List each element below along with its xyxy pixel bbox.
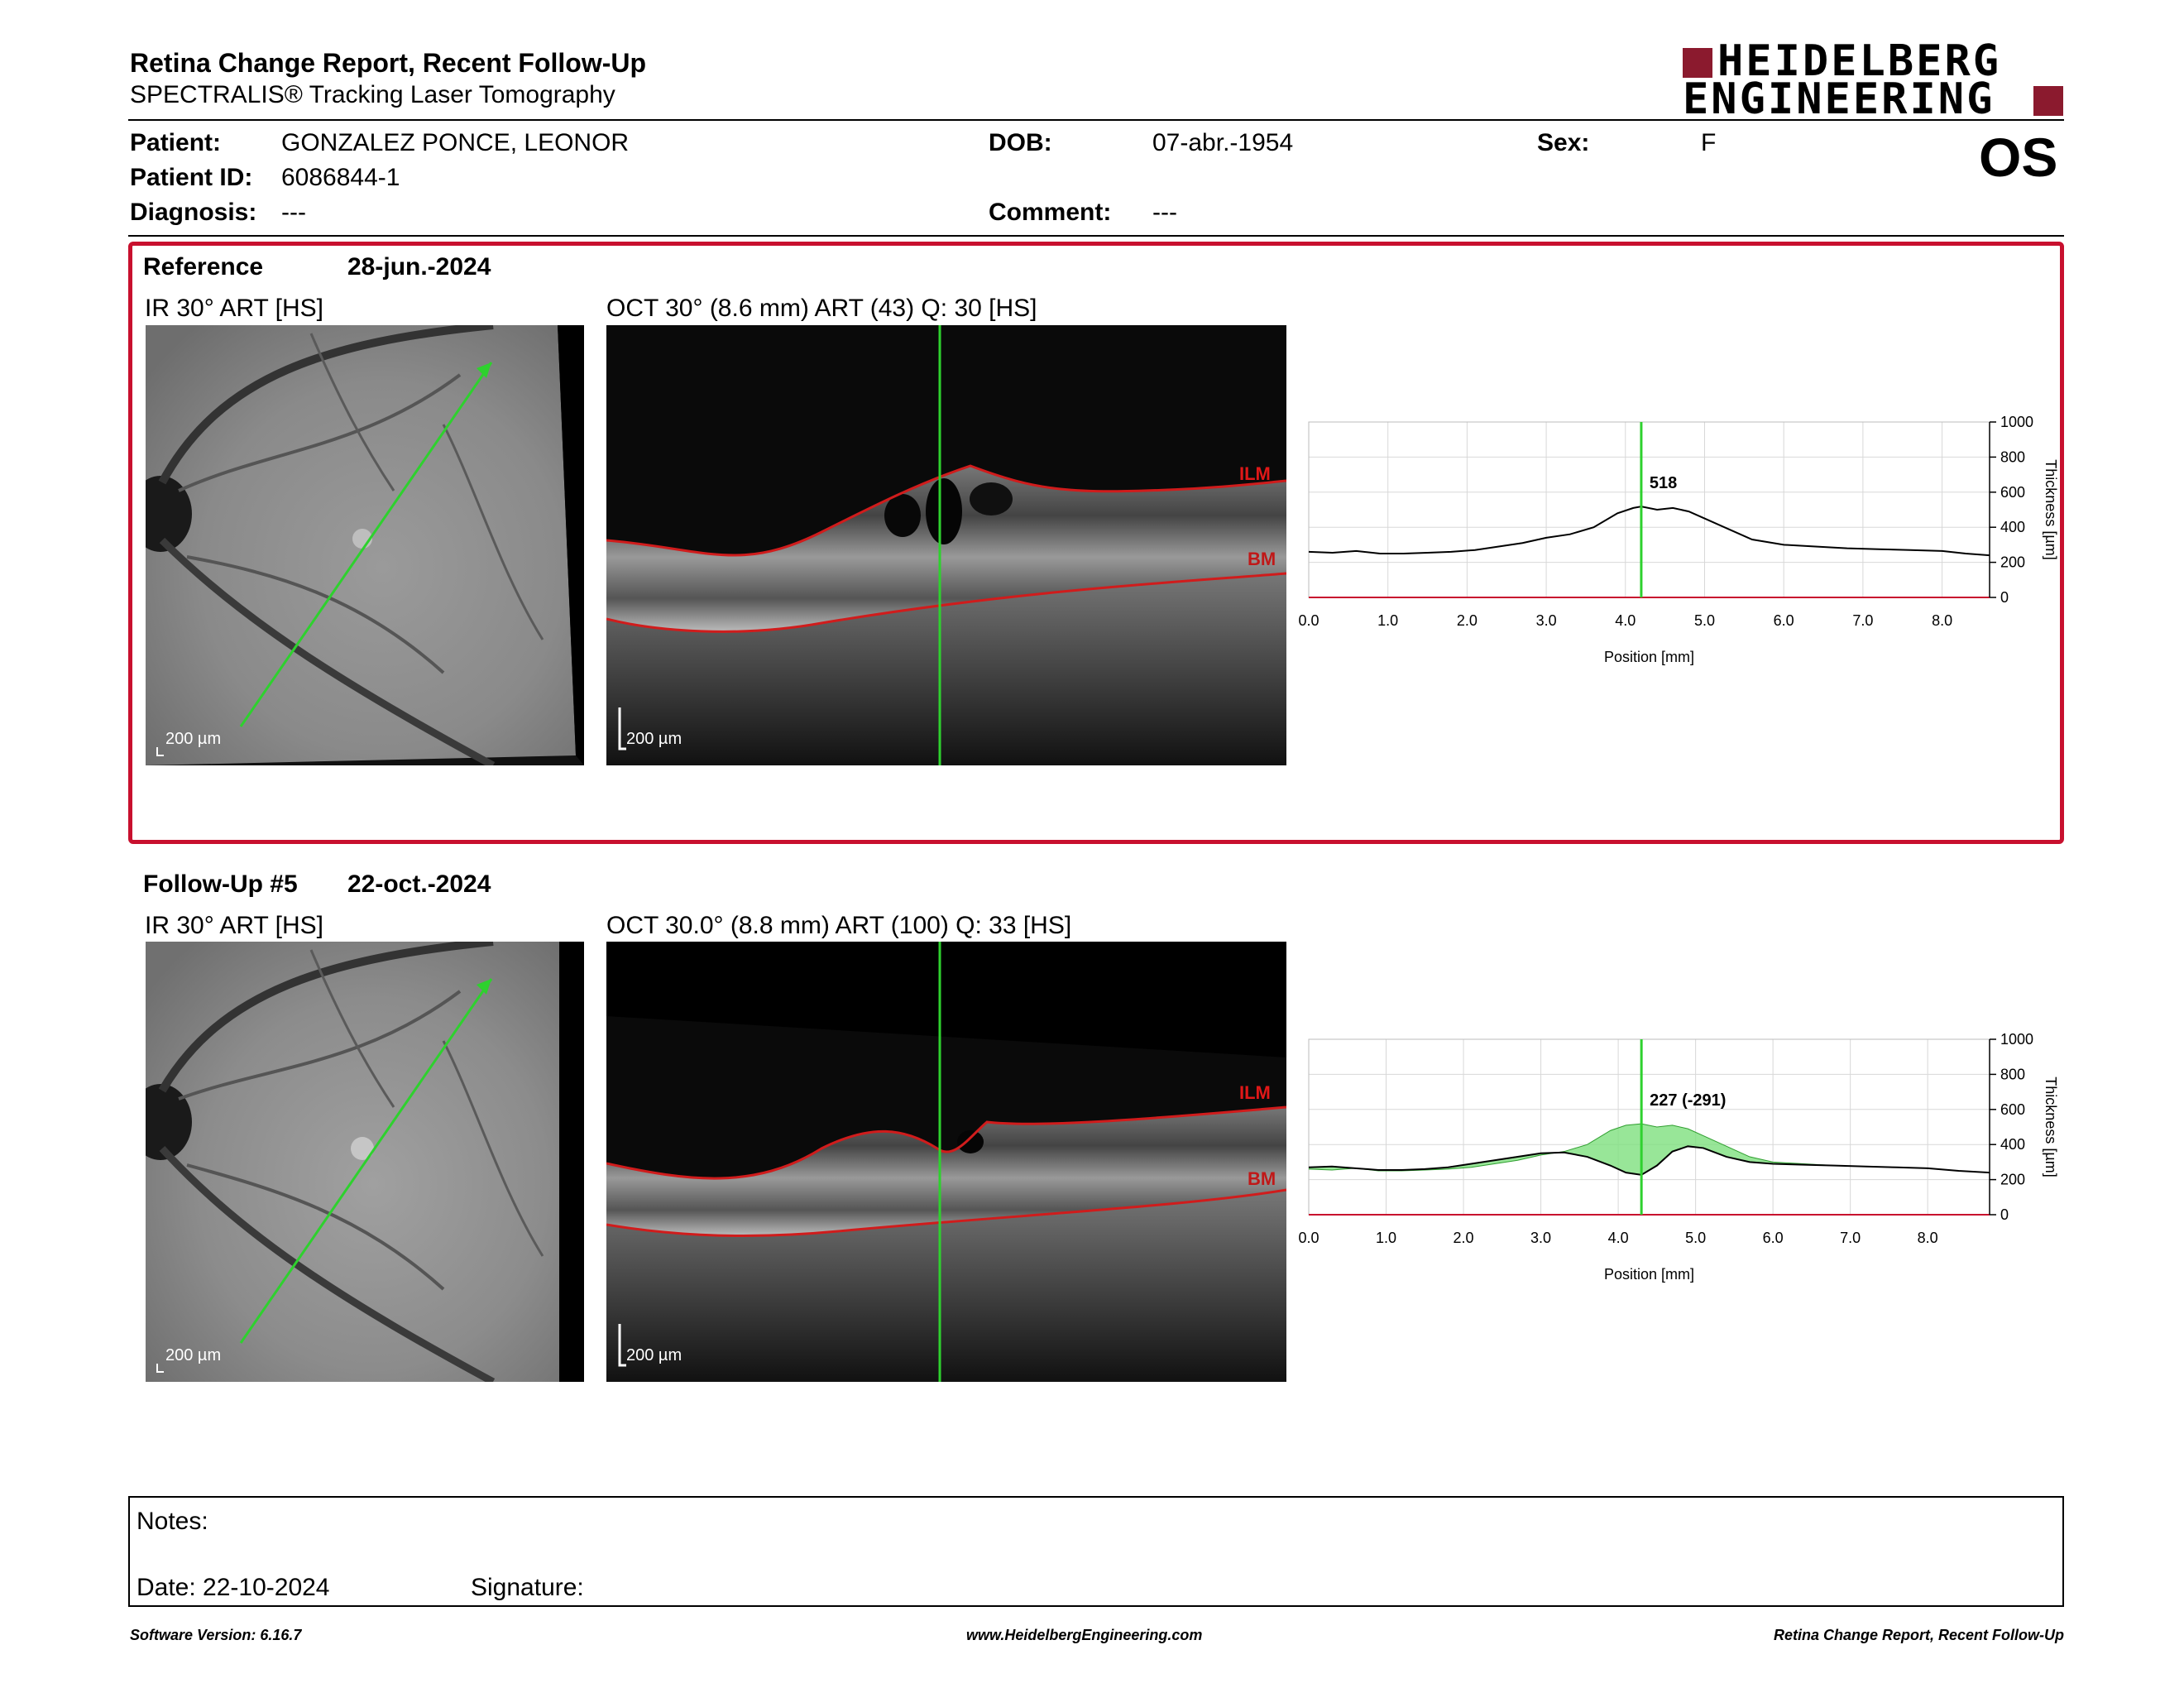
patient-label: Patient: bbox=[130, 129, 222, 156]
x-tick-label: 0.0 bbox=[1298, 1230, 1319, 1246]
y-tick-label: 600 bbox=[2000, 484, 2025, 501]
y-tick-label: 1000 bbox=[2000, 414, 2033, 430]
reference-oct-scale: 200 µm bbox=[626, 730, 682, 748]
reference-ir-label: IR 30° ART [HS] bbox=[145, 295, 323, 322]
x-tick-label: 7.0 bbox=[1852, 612, 1873, 629]
reference-label: Reference bbox=[143, 253, 264, 281]
x-tick-label: 2.0 bbox=[1454, 1230, 1474, 1246]
reference-oct-image: ILM BM 200 µm bbox=[606, 325, 1286, 765]
x-tick-label: 3.0 bbox=[1536, 612, 1557, 629]
x-tick-label: 5.0 bbox=[1694, 612, 1715, 629]
notes-label: Notes: bbox=[136, 1508, 208, 1535]
cursor-value-label: 518 bbox=[1650, 474, 1677, 492]
reference-ir-scale: 200 µm bbox=[165, 730, 221, 748]
x-tick-label: 1.0 bbox=[1376, 1230, 1396, 1246]
x-tick-label: 6.0 bbox=[1774, 612, 1794, 629]
diagnosis-label: Diagnosis: bbox=[130, 199, 257, 226]
x-tick-label: 5.0 bbox=[1685, 1230, 1706, 1246]
followup-oct-label: OCT 30.0° (8.8 mm) ART (100) Q: 33 [HS] bbox=[606, 912, 1072, 939]
x-tick-label: 2.0 bbox=[1457, 612, 1478, 629]
patient-id: 6086844-1 bbox=[281, 164, 400, 191]
comment-value: --- bbox=[1152, 199, 1177, 226]
thickness-series-line bbox=[1308, 506, 1990, 557]
comment-label: Comment: bbox=[989, 199, 1112, 226]
reference-bm-label: BM bbox=[1248, 549, 1276, 569]
y-tick-label: 800 bbox=[2000, 448, 2025, 465]
footer-software-version: Software Version: 6.16.7 bbox=[130, 1627, 302, 1643]
patient-name: GONZALEZ PONCE, LEONOR bbox=[281, 129, 630, 156]
reference-ir-image: 200 µm bbox=[146, 325, 584, 765]
x-axis-label: Position [mm] bbox=[1604, 649, 1694, 665]
sex-value: F bbox=[1701, 129, 1717, 156]
x-tick-label: 0.0 bbox=[1298, 612, 1319, 629]
x-tick-label: 4.0 bbox=[1615, 612, 1636, 629]
x-tick-label: 8.0 bbox=[1918, 1230, 1938, 1246]
reference-oct-label: OCT 30° (8.6 mm) ART (43) Q: 30 [HS] bbox=[606, 295, 1037, 322]
followup-ilm-label: ILM bbox=[1239, 1082, 1271, 1103]
followup-ir-scale: 200 µm bbox=[165, 1346, 221, 1364]
followup-label: Follow-Up #5 bbox=[143, 870, 298, 898]
diagnosis-value: --- bbox=[281, 199, 306, 226]
thickness-change-area bbox=[1309, 1124, 1990, 1175]
footer-website-link[interactable]: www.HeidelbergEngineering.com bbox=[966, 1627, 1203, 1643]
reference-date: 28-jun.-2024 bbox=[347, 253, 491, 281]
followup-oct-image: ILM BM 200 µm bbox=[606, 942, 1286, 1382]
y-axis-label: Thickness [µm] bbox=[2043, 459, 2059, 559]
eye-indicator: OS bbox=[1979, 127, 2058, 188]
notes-box: Notes: Date: 22-10-2024 Signature: bbox=[128, 1496, 2064, 1607]
y-tick-label: 200 bbox=[2000, 554, 2025, 571]
x-tick-label: 8.0 bbox=[1932, 612, 1952, 629]
y-tick-label: 0 bbox=[2000, 1206, 2009, 1223]
heidelberg-logo: HEIDELBERG ENGINEERING bbox=[1683, 38, 2063, 124]
followup-ir-label: IR 30° ART [HS] bbox=[145, 912, 323, 939]
y-axis-label: Thickness [µm] bbox=[2043, 1077, 2059, 1177]
plot-frame bbox=[1308, 421, 1990, 598]
dob-value: 07-abr.-1954 bbox=[1152, 129, 1294, 156]
y-tick-label: 800 bbox=[2000, 1066, 2025, 1082]
y-tick-label: 400 bbox=[2000, 1136, 2025, 1153]
report-title: Retina Change Report, Recent Follow-Up bbox=[130, 48, 647, 78]
x-tick-label: 6.0 bbox=[1763, 1230, 1784, 1246]
cursor-value-label: 227 (-291) bbox=[1650, 1091, 1726, 1110]
y-tick-label: 600 bbox=[2000, 1101, 2025, 1118]
y-tick-label: 0 bbox=[2000, 589, 2009, 606]
reference-thickness-chart: 0 200 400 600 800 1000 0.0 1.0 2.0 3.0 4.0 5.0 6.0 7.… bbox=[1298, 414, 2059, 665]
x-tick-label: 4.0 bbox=[1608, 1230, 1629, 1246]
followup-date: 22-oct.-2024 bbox=[347, 870, 491, 898]
x-axis-label: Position [mm] bbox=[1604, 1266, 1694, 1283]
notes-date: Date: 22-10-2024 bbox=[136, 1574, 330, 1601]
followup-thickness-chart: 0 200 400 600 800 1000 0.0 1.0 2.0 3.0 4.0 5.0 6.0 7.… bbox=[1298, 1031, 2059, 1283]
logo-line1: HEIDELBERG bbox=[1717, 36, 2002, 86]
thickness-series-line bbox=[1308, 1145, 1990, 1176]
followup-ir-image: 200 µm bbox=[146, 942, 584, 1382]
signature-label: Signature: bbox=[471, 1574, 584, 1601]
reference-section-frame bbox=[128, 242, 2064, 844]
followup-bm-label: BM bbox=[1248, 1168, 1276, 1189]
patient-id-label: Patient ID: bbox=[130, 164, 253, 191]
followup-oct-scale: 200 µm bbox=[626, 1346, 682, 1364]
logo-line2: ENGINEERING bbox=[1683, 74, 1995, 124]
y-tick-label: 400 bbox=[2000, 519, 2025, 535]
footer-report-name: Retina Change Report, Recent Follow-Up bbox=[1773, 1627, 2064, 1643]
x-tick-label: 1.0 bbox=[1377, 612, 1398, 629]
report-subtitle: SPECTRALIS® Tracking Laser Tomography bbox=[130, 81, 615, 108]
y-tick-label: 1000 bbox=[2000, 1031, 2033, 1048]
x-tick-label: 7.0 bbox=[1840, 1230, 1861, 1246]
sex-label: Sex: bbox=[1537, 129, 1590, 156]
dob-label: DOB: bbox=[989, 129, 1052, 156]
reference-ilm-label: ILM bbox=[1239, 463, 1271, 484]
x-tick-label: 3.0 bbox=[1530, 1230, 1551, 1246]
y-tick-label: 200 bbox=[2000, 1172, 2025, 1188]
